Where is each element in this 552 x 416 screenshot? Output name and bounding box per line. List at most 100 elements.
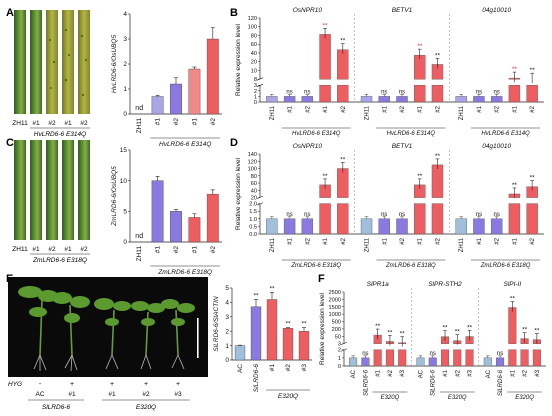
genotype-label: AC xyxy=(35,391,44,398)
y-tick-label: 2 xyxy=(254,89,257,95)
significance-label: ns xyxy=(399,212,405,218)
y-tick-label: 8 xyxy=(254,77,257,83)
bar xyxy=(416,357,425,367)
bar-lower xyxy=(337,203,349,235)
y-tick-label: 3 xyxy=(338,342,341,348)
leaf-label: #2 xyxy=(48,246,56,253)
chart-c: 0 5 10 15 ZmLRD6-6/OsUBQ5 ZH11 #1 #2 #1 #2 nd ZmLRD… xyxy=(111,147,222,276)
bar xyxy=(490,218,503,235)
significance-label: ** xyxy=(375,323,381,330)
x-tick-label: ZH11 xyxy=(136,246,143,262)
bar xyxy=(490,96,503,103)
panel-letter-f: F xyxy=(318,273,325,285)
genotype-label: #1 xyxy=(68,391,76,398)
x-tick-label: #2 xyxy=(400,237,406,244)
x-tick-label: #2 xyxy=(388,369,394,376)
bar xyxy=(188,68,201,115)
bar-lower xyxy=(319,84,331,103)
bar xyxy=(282,328,294,361)
hyg-sign: + xyxy=(110,381,114,388)
x-tick-label: #1 xyxy=(155,246,162,254)
group-label: ZmLRD6-6 E318Q xyxy=(480,263,531,269)
y-tick-label: 2 xyxy=(123,61,127,68)
bar-upper xyxy=(319,34,331,80)
y-tick-label: 3 xyxy=(254,83,257,89)
bar xyxy=(234,345,246,361)
significance-label: ** xyxy=(530,175,536,182)
bar xyxy=(483,357,492,367)
y-tick-label: 2000 xyxy=(329,297,341,303)
x-tick-label: #2 xyxy=(435,105,441,112)
x-tick-label: #1 xyxy=(512,105,518,112)
y-tick-label: 2500 xyxy=(329,290,341,296)
y-tick-label: 1.0 xyxy=(249,217,257,223)
bar xyxy=(283,218,296,235)
x-tick-label: #1 xyxy=(418,105,424,112)
significance-label: ** xyxy=(323,173,329,180)
bar-lower xyxy=(398,349,407,367)
significance-label: ** xyxy=(510,296,516,303)
bar xyxy=(455,96,467,103)
hyg-sign: + xyxy=(144,381,148,388)
leaf-image-a xyxy=(14,10,90,114)
chart-e: 0 1 2 3 4 5 SlLRD6-6/SlACTIN AC ** SlLRD6-6 ** #1 **… xyxy=(213,285,312,400)
x-tick-label: #3 xyxy=(468,369,474,376)
bar-upper xyxy=(337,49,349,80)
group-label: HvLRD6-6 E314Q xyxy=(292,131,341,137)
x-tick-label: #2 xyxy=(173,246,180,254)
group-label: HvLRD6-6 E314Q xyxy=(159,141,211,148)
leaf-group-label-a: HvLRD6-6 E314Q xyxy=(34,131,86,138)
bar-lower xyxy=(431,84,444,103)
y-tick-label: 20 xyxy=(251,60,257,66)
significance-label: ** xyxy=(323,22,329,29)
bar-lower xyxy=(508,84,521,103)
y-tick-label: 2 xyxy=(338,348,341,354)
significance-label: ns xyxy=(493,89,499,95)
nd-label: nd xyxy=(135,233,143,240)
hyg-sign: - xyxy=(39,381,42,388)
genotype-label: #1 xyxy=(108,391,116,398)
y-tick-label: 4 xyxy=(225,300,229,307)
y-tick-label: 0 xyxy=(254,100,257,106)
x-tick-label: ZH11 xyxy=(365,237,371,252)
significance-label: ** xyxy=(435,52,441,59)
leaf-image-c xyxy=(14,140,90,240)
x-tick-label: ZH11 xyxy=(136,118,143,134)
y-tick-label: 120 xyxy=(248,159,257,165)
y-tick-label: 2 xyxy=(225,328,229,335)
bar xyxy=(206,193,219,243)
y-tick-label: 1 xyxy=(338,356,341,362)
x-tick-label: #1 xyxy=(443,369,449,376)
significance-label: ns xyxy=(286,212,292,218)
x-tick-label: #1 xyxy=(155,118,162,126)
y-tick-label: 0.5 xyxy=(249,224,257,230)
x-tick-label: #2 xyxy=(305,105,311,112)
y-axis-label: Relative expression level xyxy=(235,158,242,230)
y-tick-label: 5 xyxy=(123,209,127,216)
y-tick-label: 40 xyxy=(251,51,257,57)
y-tick-label: 10 xyxy=(120,178,128,185)
significance-label: ns xyxy=(381,89,387,95)
y-tick-label: 1 xyxy=(123,86,127,93)
significance-label: ns xyxy=(493,212,499,218)
bar-lower xyxy=(431,203,444,235)
bar-lower xyxy=(526,203,538,235)
bar xyxy=(396,218,408,235)
x-tick-label: ZH11 xyxy=(459,237,465,252)
y-tick-label: 0 xyxy=(123,111,127,118)
bar xyxy=(266,218,278,235)
significance-label: ** xyxy=(285,321,291,328)
x-tick-label: #2 xyxy=(400,105,406,112)
significance-label: ** xyxy=(455,329,461,336)
group-label: ZmLRD6-6 E318Q xyxy=(157,269,212,276)
significance-label: ** xyxy=(534,328,540,335)
y-axis-label: SlLRD6-6/SlACTIN xyxy=(213,296,220,352)
bar xyxy=(360,96,373,103)
bar xyxy=(301,218,314,235)
significance-label: ** xyxy=(340,38,346,45)
bar-lower xyxy=(465,349,474,367)
y-tick-label: 1500 xyxy=(329,305,341,311)
bar-lower xyxy=(373,349,382,367)
hyg-label: HYG xyxy=(8,381,22,388)
